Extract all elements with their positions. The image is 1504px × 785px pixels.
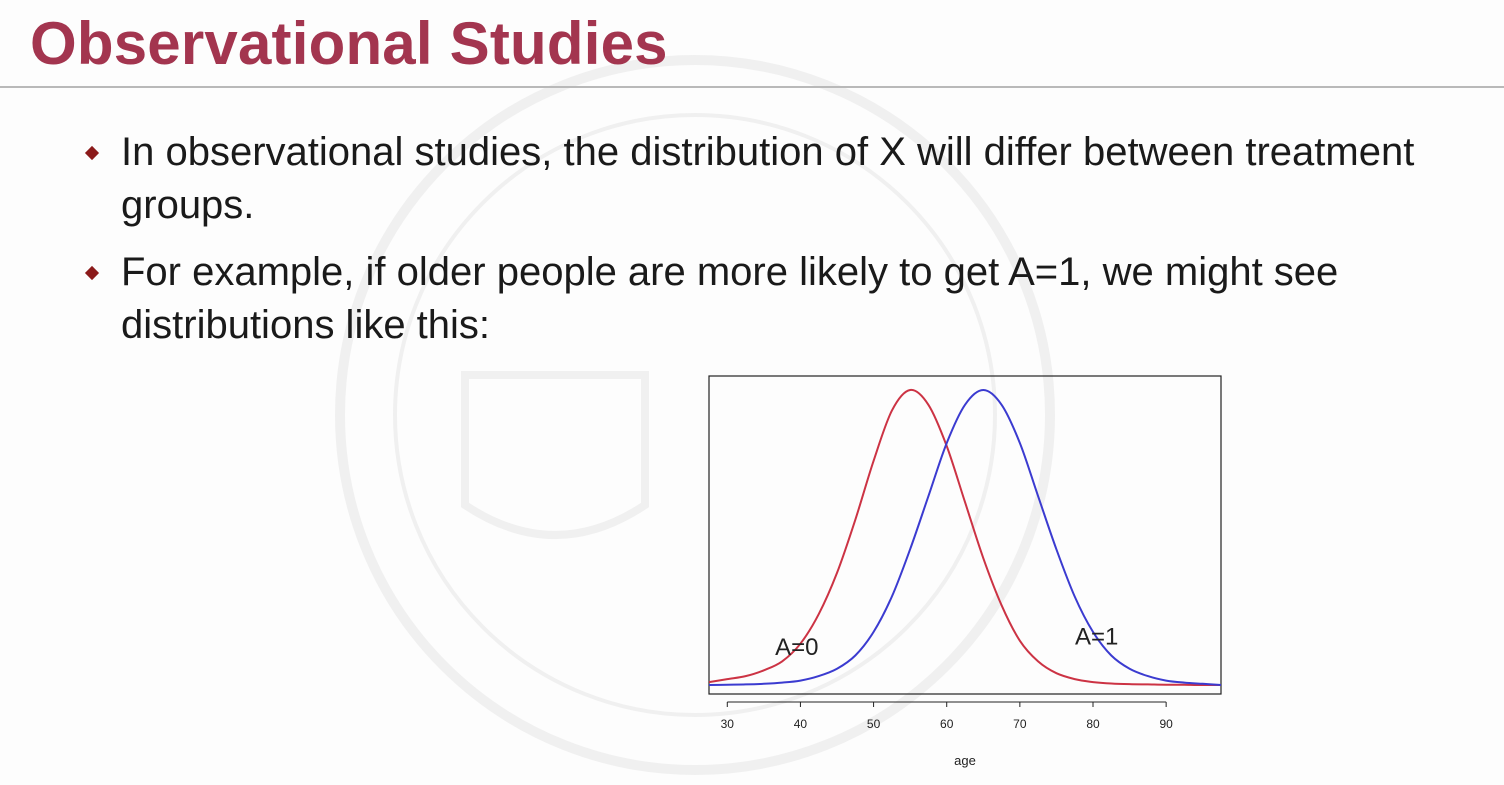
series-line-a0: [708, 388, 1221, 686]
x-axis-label: age: [954, 753, 976, 768]
x-tick-label: 70: [1013, 717, 1027, 731]
title-divider: [0, 86, 1504, 88]
x-tick-label: 50: [867, 717, 881, 731]
bullet-item: For example, if older people are more li…: [84, 246, 1444, 352]
x-tick-label: 60: [940, 717, 954, 731]
bullet-text: In observational studies, the distributi…: [121, 130, 1415, 227]
bullet-list: In observational studies, the distributi…: [84, 126, 1444, 366]
diamond-bullet-icon: [84, 145, 100, 161]
curve-label: A=0: [775, 634, 818, 661]
diamond-bullet-icon: [84, 265, 100, 281]
plot-frame: [708, 375, 1222, 695]
curve-label: A=1: [1075, 624, 1118, 651]
chart-canvas: 30 40 50 60 70 80 90 A=0 A=1 age: [708, 375, 1222, 768]
x-tick-label: 80: [1086, 717, 1100, 731]
bullet-item: In observational studies, the distributi…: [84, 126, 1444, 232]
age-distribution-chart: 30 40 50 60 70 80 90 A=0 A=1 age: [690, 360, 1250, 779]
bullet-text: For example, if older people are more li…: [121, 250, 1339, 347]
x-tick-label: 40: [794, 717, 808, 731]
series-line-a1: [708, 388, 1222, 686]
slide-title: Observational Studies: [30, 10, 668, 77]
annotation-layer: A=0 A=1: [775, 624, 1118, 662]
series-layer: [708, 388, 1222, 686]
x-tick-label: 30: [721, 717, 735, 731]
x-tick-label: 90: [1159, 717, 1173, 731]
x-axis-ticks: 30 40 50 60 70 80 90: [721, 702, 1173, 731]
